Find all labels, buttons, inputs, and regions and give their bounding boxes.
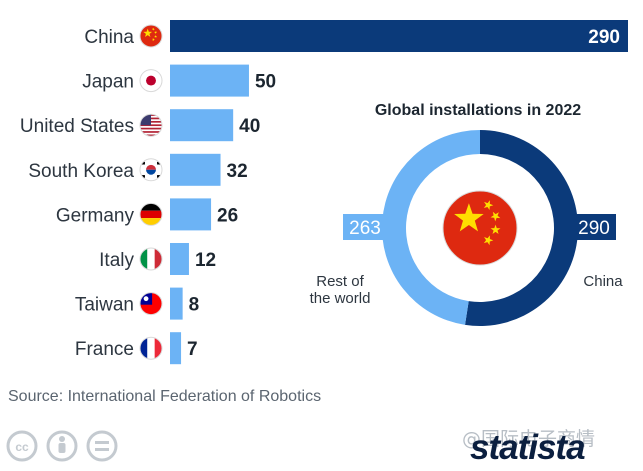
bar-value-label: 8 (189, 295, 200, 316)
bar-value-label: 290 (588, 27, 620, 48)
bar-value-label: 32 (227, 161, 248, 182)
italy-flag-icon (139, 247, 163, 271)
bar (170, 153, 221, 186)
bar (170, 287, 183, 320)
donut-slice-label: China (583, 273, 623, 290)
source-note: Source: International Federation of Robo… (8, 388, 322, 405)
japan-flag-icon (139, 69, 163, 93)
country-label: China (84, 27, 134, 48)
country-label: France (75, 339, 134, 360)
bar-value-label: 40 (239, 116, 260, 137)
bar (170, 198, 212, 231)
by-icon (46, 430, 78, 462)
svg-text:cc: cc (15, 440, 29, 454)
donut-chart: Global installations in 2022 290 263 China R… (310, 102, 623, 326)
donut-slice-label: Rest of the world (310, 273, 371, 307)
bar (170, 109, 234, 142)
statista-logo: statista (470, 428, 586, 467)
taiwan-flag-icon (139, 292, 163, 316)
bar-value-label: 7 (187, 339, 198, 360)
donut-value-label: 290 (578, 218, 610, 239)
bar-value-label: 12 (195, 250, 216, 271)
watermark-text: @国际电子商情 (462, 428, 596, 450)
bar (170, 20, 628, 52)
rest-value-box (343, 214, 387, 240)
cc-icon: cc (6, 430, 38, 462)
usa-flag-icon (139, 113, 163, 137)
donut-value-label: 263 (349, 218, 381, 239)
south-korea-flag-icon (139, 158, 163, 182)
bar (170, 243, 189, 275)
china-flag-icon (139, 24, 163, 48)
nd-icon (86, 430, 118, 462)
donut-slice (465, 130, 579, 326)
country-label: Taiwan (75, 295, 134, 316)
china-value-box (572, 214, 616, 240)
china-flag-icon (442, 190, 518, 266)
bar-value-label: 50 (255, 72, 276, 93)
country-label: United States (20, 116, 134, 137)
france-flag-icon (139, 336, 163, 360)
bar (170, 64, 249, 97)
donut-title: Global installations in 2022 (375, 102, 581, 119)
license-icons: cc (6, 430, 126, 471)
country-label: Germany (56, 205, 135, 226)
bar-chart: China 290 Japan 50 United States 40 South Kore… (20, 20, 628, 365)
country-label: Italy (99, 250, 134, 271)
country-label: South Korea (28, 161, 134, 182)
donut-slice (382, 130, 480, 325)
bar-value-label: 26 (217, 205, 238, 226)
bar (170, 332, 182, 365)
germany-flag-icon (139, 202, 163, 226)
country-label: Japan (82, 72, 134, 93)
